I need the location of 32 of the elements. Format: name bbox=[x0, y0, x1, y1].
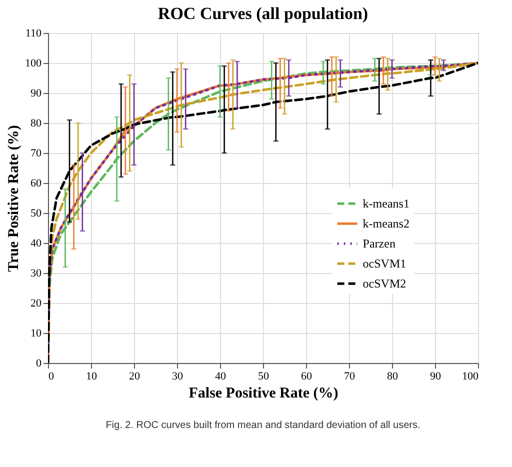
x-tick-label: 0 bbox=[48, 370, 54, 382]
x-axis-title: False Positive Rate (%) bbox=[188, 386, 338, 402]
x-tick-label: 10 bbox=[86, 370, 98, 382]
y-tick-label: 110 bbox=[25, 28, 42, 40]
y-tick-label: 0 bbox=[36, 358, 42, 370]
x-tick-label: 30 bbox=[172, 370, 184, 382]
chart-title: ROC Curves (all population) bbox=[158, 4, 368, 23]
x-tick-label: 100 bbox=[462, 370, 479, 382]
x-tick-label: 40 bbox=[215, 370, 226, 382]
y-tick-label: 70 bbox=[30, 148, 42, 160]
x-tick-label: 70 bbox=[344, 370, 356, 382]
y-tick-label: 50 bbox=[30, 208, 42, 220]
y-tick-label: 80 bbox=[30, 118, 42, 130]
caption: Fig. 2. ROC curves built from mean and standard deviation of all users. bbox=[106, 420, 420, 431]
y-tick-label: 100 bbox=[25, 58, 42, 70]
y-tick-label: 60 bbox=[30, 178, 42, 190]
y-tick-label: 40 bbox=[30, 238, 42, 250]
legend-label: ocSVM1 bbox=[362, 256, 406, 271]
x-tick-label: 90 bbox=[430, 370, 442, 382]
legend-label: Parzen bbox=[362, 236, 396, 251]
x-tick-label: 60 bbox=[301, 370, 312, 382]
legend-label: k-means2 bbox=[362, 216, 410, 231]
y-tick-label: 30 bbox=[30, 268, 42, 280]
x-tick-label: 50 bbox=[258, 370, 270, 382]
y-tick-label: 10 bbox=[30, 328, 42, 340]
y-axis-title: True Positive Rate (%) bbox=[6, 125, 22, 272]
legend-label: k-means1 bbox=[362, 196, 410, 211]
y-tick-label: 20 bbox=[30, 298, 42, 310]
legend-label: ocSVM2 bbox=[362, 276, 406, 291]
x-tick-label: 80 bbox=[387, 370, 398, 382]
y-tick-label: 90 bbox=[30, 88, 42, 100]
x-tick-label: 20 bbox=[129, 370, 140, 382]
